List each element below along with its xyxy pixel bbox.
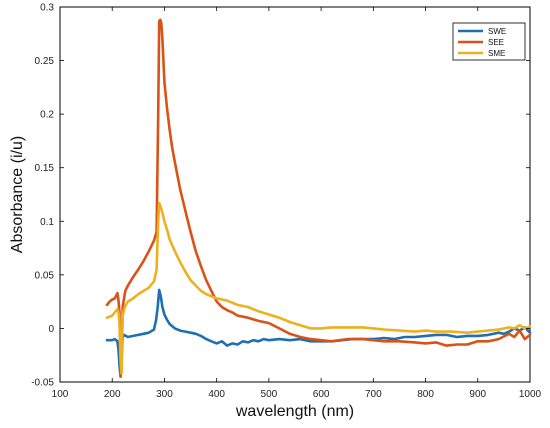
legend-label-swe: SWE	[488, 27, 506, 36]
series-line-sme	[105, 201, 532, 375]
x-tick-label: 800	[417, 389, 434, 400]
series-lines	[105, 18, 532, 378]
series-line-see	[105, 18, 532, 378]
legend-label-sme: SME	[488, 49, 505, 58]
x-axis-title: wavelength (nm)	[235, 403, 354, 420]
x-tick-label: 100	[52, 389, 69, 400]
y-tick-label: 0.25	[35, 56, 55, 67]
x-tick-label: 700	[365, 389, 382, 400]
x-tick-label: 600	[313, 389, 330, 400]
plot-area	[59, 6, 531, 383]
y-axis-title: Absorbance (i/u)	[9, 136, 26, 253]
y-tick-label: -0.05	[31, 378, 54, 389]
x-tick-label: 200	[104, 389, 121, 400]
y-tick-label: 0.05	[35, 270, 55, 281]
y-tick-label: 0	[48, 324, 54, 335]
y-tick-label: 0.3	[40, 3, 54, 14]
series-line-swe	[105, 288, 532, 378]
x-tick-label: 1000	[519, 389, 542, 400]
y-tick-label: 0.2	[40, 110, 54, 121]
axis-tick-labels: 100 200 300 400 500 600 700 800 900 1000 -0.05 0 0.0…	[31, 3, 541, 401]
x-tick-label: 400	[208, 389, 225, 400]
x-tick-label: 500	[261, 389, 278, 400]
legend-label-see: SEE	[488, 38, 504, 47]
legend: SWE SEE SME	[452, 22, 526, 61]
x-tick-label: 300	[156, 389, 173, 400]
axis-ticks	[59, 6, 531, 383]
x-tick-label: 900	[469, 389, 486, 400]
y-tick-label: 0.1	[40, 217, 54, 228]
plot-frame	[59, 6, 531, 383]
y-tick-label: 0.15	[35, 163, 55, 174]
